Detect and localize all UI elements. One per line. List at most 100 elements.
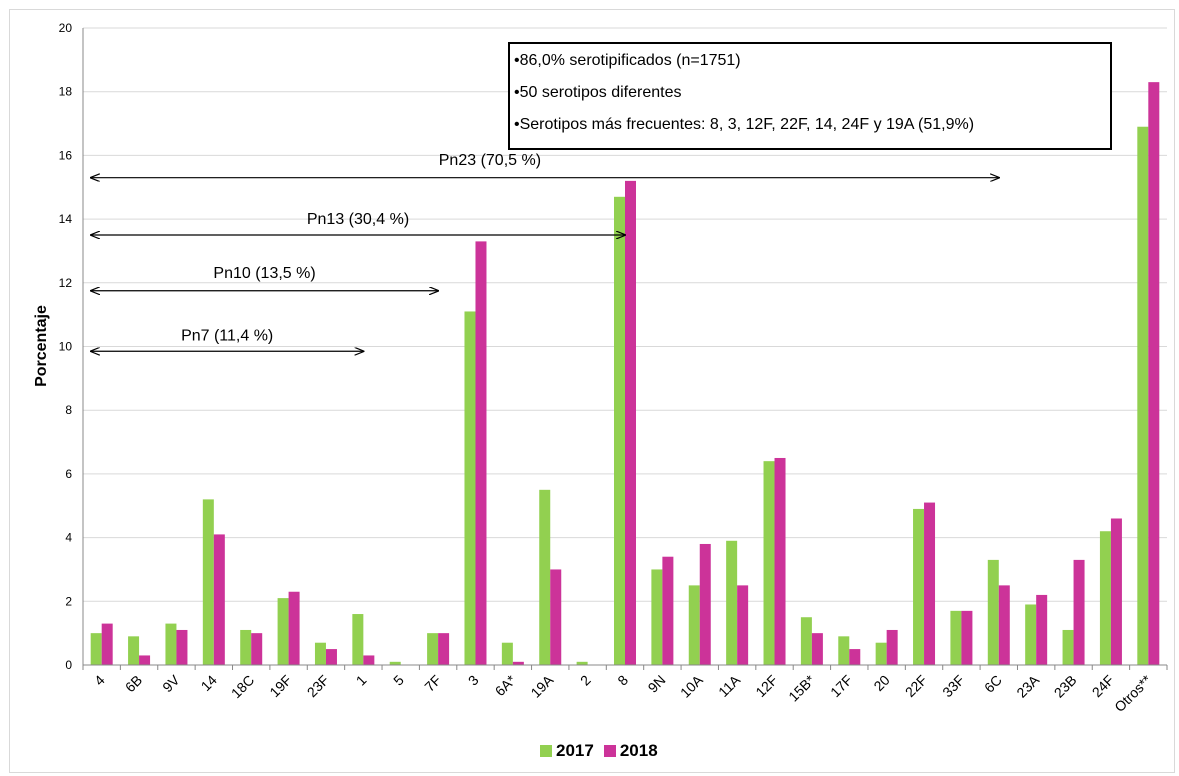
x-tick-label: 11A <box>715 671 744 700</box>
bar-2017-17F <box>838 636 850 665</box>
bar-2017-6B <box>128 636 140 665</box>
bar-2018-9N <box>662 556 674 665</box>
y-tick-label: 4 <box>65 531 72 545</box>
bar-2018-4 <box>101 623 113 665</box>
bar-2017-2 <box>576 661 588 665</box>
x-tick-label: 10A <box>677 671 706 700</box>
bar-2017-9V <box>165 623 177 665</box>
x-tick-label: 2 <box>577 672 594 689</box>
legend-label-2018: 2018 <box>619 741 658 760</box>
x-tick-label: 19F <box>266 672 294 700</box>
bar-2018-6C <box>998 585 1010 665</box>
legend-swatch-2018 <box>603 745 616 757</box>
info-line-serotypes: •50 serotipos diferentes <box>514 84 682 101</box>
bar-2017-6A* <box>501 642 513 665</box>
y-tick-label: 6 <box>65 467 72 481</box>
x-tick-label: 8 <box>614 672 631 689</box>
y-tick-label: 14 <box>59 212 73 226</box>
x-tick-label: 15B* <box>785 671 818 704</box>
pn-label: Pn13 (30,4 %) <box>307 211 409 228</box>
bar-2017-23A <box>1025 604 1037 665</box>
x-tick-label: 9N <box>645 672 669 696</box>
bar-2017-6C <box>987 559 999 665</box>
x-tick-label: 18C <box>228 672 257 701</box>
x-tick-label: 6C <box>981 672 1005 696</box>
info-box: •86,0% serotipificados (n=1751) •50 sero… <box>508 42 1112 150</box>
bar-2018-23F <box>325 649 337 665</box>
x-tick-label: 7F <box>421 672 444 695</box>
bar-2017-7F <box>427 633 439 665</box>
x-tick-label: 1 <box>353 672 370 689</box>
bar-2017-19F <box>277 598 289 665</box>
y-tick-label: 20 <box>59 21 73 35</box>
bar-2017-19A <box>539 489 551 665</box>
x-tick-label: 12F <box>752 672 780 700</box>
bar-2018-15B* <box>811 633 823 665</box>
bar-2017-1 <box>352 614 364 665</box>
y-tick-label: 8 <box>65 403 72 417</box>
pn-label: Pn10 (13,5 %) <box>213 265 315 282</box>
bar-2017-22F <box>913 508 925 665</box>
bar-2018-22F <box>924 502 936 665</box>
bar-2018-33F <box>961 610 973 665</box>
x-tick-label: 33F <box>939 672 967 700</box>
bar-2017-24F <box>1099 531 1111 665</box>
y-tick-label: 12 <box>59 276 73 290</box>
bar-2018-3 <box>475 241 487 665</box>
x-tick-label: 19A <box>527 671 556 700</box>
bar-2018-11A <box>737 585 749 665</box>
pn-label: Pn23 (70,5 %) <box>439 152 541 169</box>
bar-2017-18C <box>240 629 252 665</box>
x-tick-label: 22F <box>902 672 930 700</box>
info-line-frequent: •Serotipos más frecuentes: 8, 3, 12F, 22… <box>514 116 975 133</box>
bar-2018-8 <box>625 180 636 665</box>
bar-2017-9N <box>651 569 663 665</box>
bar-2017-33F <box>950 610 962 665</box>
x-tick-label: 24F <box>1089 672 1117 700</box>
legend: 2017 2018 <box>540 741 668 761</box>
info-line-sample: •86,0% serotipificados (n=1751) <box>514 52 741 69</box>
bar-2017-Otros** <box>1137 126 1149 666</box>
x-tick-label: 3 <box>465 672 482 689</box>
bar-2018-7F <box>438 633 450 665</box>
bar-2017-23F <box>314 642 326 665</box>
bar-2017-23B <box>1062 629 1074 665</box>
bar-2018-18C <box>251 633 263 665</box>
bar-2017-11A <box>726 540 738 665</box>
bar-2018-23A <box>1036 594 1048 665</box>
x-tick-label: Otros** <box>1111 671 1155 715</box>
bar-2018-19A <box>550 569 562 665</box>
bar-2017-10A <box>688 585 700 665</box>
bar-2018-19F <box>288 591 300 665</box>
bar-2018-6A* <box>512 661 524 665</box>
bar-2018-23B <box>1073 559 1085 665</box>
x-tick-label: 14 <box>198 672 220 694</box>
bar-2018-10A <box>699 543 711 665</box>
bar-2017-5 <box>389 661 401 665</box>
bar-2017-8 <box>614 196 625 665</box>
bar-2017-20 <box>875 642 887 665</box>
x-tick-label: 23B <box>1051 672 1080 701</box>
y-tick-label: 16 <box>59 148 73 162</box>
bar-2018-12F <box>774 457 786 665</box>
x-tick-label: 20 <box>870 672 892 694</box>
legend-label-2017: 2017 <box>556 741 594 760</box>
bar-2017-3 <box>464 311 476 665</box>
y-tick-label: 10 <box>59 340 73 354</box>
y-tick-label: 0 <box>65 658 72 672</box>
bar-2017-12F <box>763 461 775 665</box>
legend-item-2017: 2017 <box>540 741 594 761</box>
legend-swatch-2017 <box>540 745 552 757</box>
y-tick-label: 2 <box>65 594 72 608</box>
x-tick-label: 23F <box>304 672 332 700</box>
x-tick-label: 6A* <box>492 671 520 699</box>
bar-2018-17F <box>849 649 861 665</box>
bar-2018-24F <box>1110 518 1122 665</box>
bar-2017-4 <box>90 633 102 665</box>
y-axis-title: Porcentaje <box>33 305 50 387</box>
bar-2018-20 <box>886 629 898 665</box>
legend-item-2018: 2018 <box>603 741 658 761</box>
x-tick-label: 23A <box>1013 671 1042 700</box>
bar-2018-6B <box>139 655 151 665</box>
